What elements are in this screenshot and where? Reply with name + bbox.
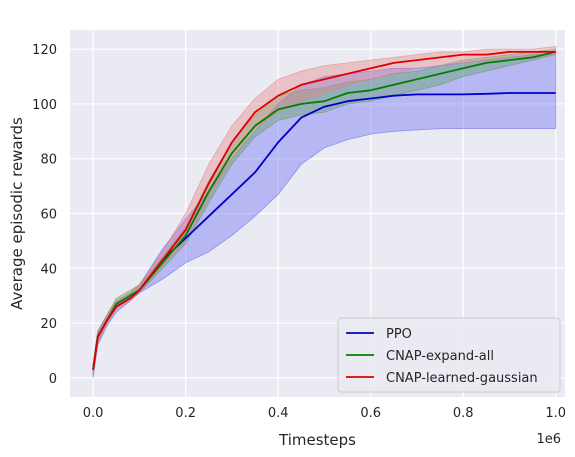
x-tick-label: 0.0 [83, 406, 104, 421]
x-axis-label: Timesteps [278, 431, 356, 449]
band-cnap-learned-gaussian [92, 45, 557, 376]
legend-label: PPO [386, 327, 412, 342]
y-axis-label: Average episodic rewards [8, 117, 26, 310]
x-tick-label: 0.6 [360, 406, 381, 421]
y-tick-label: 100 [32, 98, 57, 113]
series-lines [92, 51, 556, 370]
x-tick-label: 1.0 [545, 406, 566, 421]
y-tick-label: 120 [32, 43, 57, 58]
line-cnap-learned-gaussian [92, 51, 556, 370]
y-tick-label: 20 [40, 317, 57, 332]
x-tick-label: 0.2 [175, 406, 196, 421]
line-cnap-expand-all [92, 51, 556, 370]
legend: PPO CNAP-expand-all CNAP-learned-gaussian [337, 317, 561, 393]
x-axis-ticks: 0.0 0.2 0.4 0.6 0.8 1.0 [83, 406, 566, 421]
y-tick-label: 0 [49, 372, 57, 387]
x-axis-offset-label: 1e6 [536, 432, 561, 447]
y-tick-label: 60 [40, 208, 57, 223]
x-tick-label: 0.8 [453, 406, 474, 421]
legend-box [337, 317, 561, 393]
x-tick-label: 0.4 [268, 406, 289, 421]
y-tick-label: 40 [40, 262, 57, 277]
legend-label: CNAP-expand-all [386, 349, 494, 364]
legend-label: CNAP-learned-gaussian [386, 371, 538, 386]
y-tick-label: 80 [40, 153, 57, 168]
y-axis-ticks: 0 20 40 60 80 100 120 [32, 43, 57, 387]
